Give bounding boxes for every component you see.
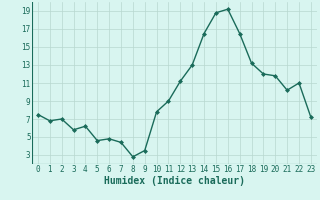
X-axis label: Humidex (Indice chaleur): Humidex (Indice chaleur) [104,176,245,186]
